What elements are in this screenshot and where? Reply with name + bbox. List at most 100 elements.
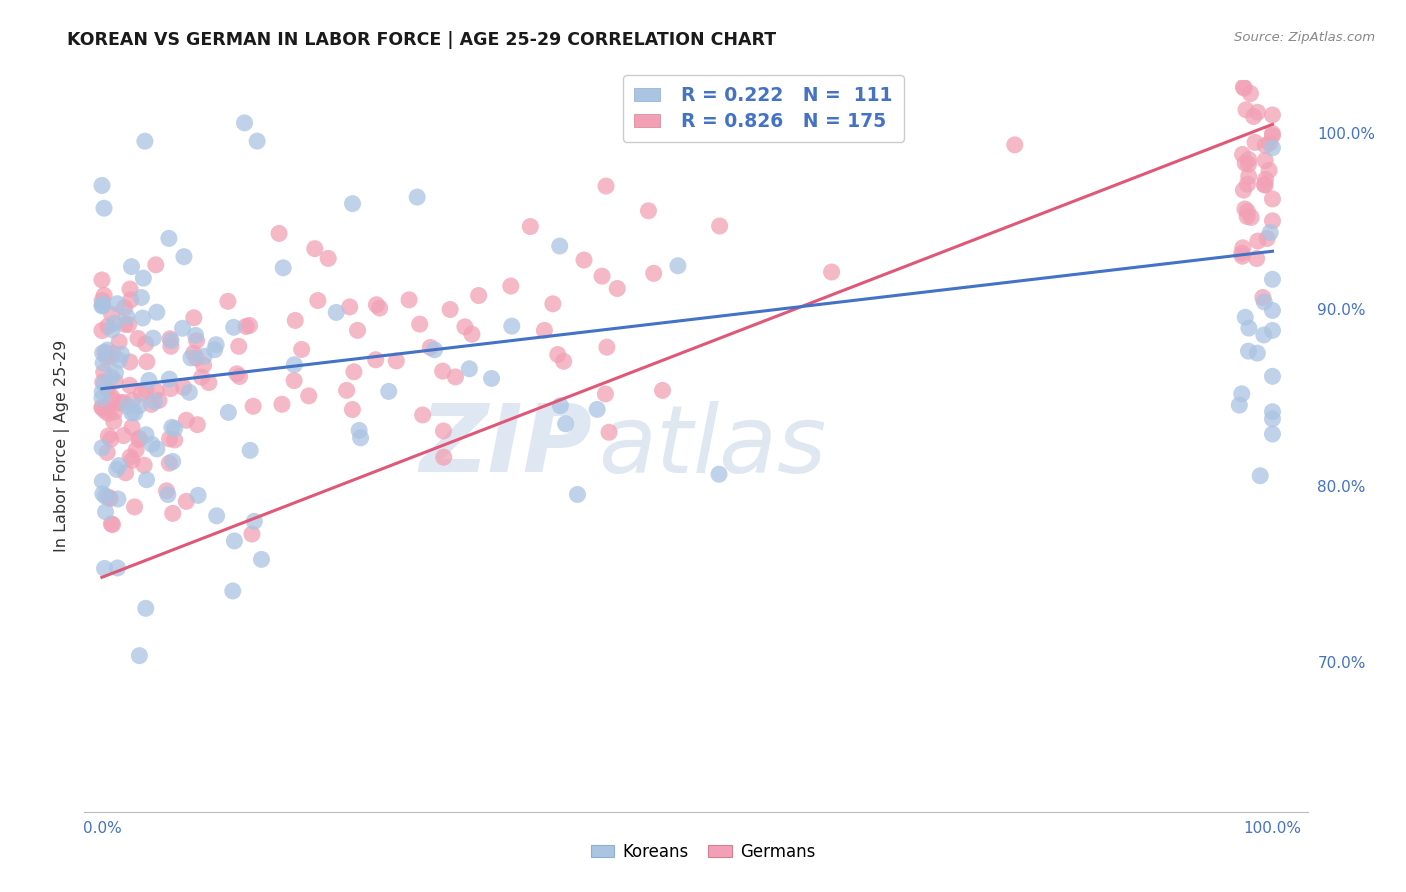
Point xyxy=(91,474,114,488)
Point xyxy=(541,297,564,311)
Point xyxy=(146,305,169,319)
Point xyxy=(709,219,731,233)
Point xyxy=(159,332,181,346)
Point xyxy=(190,370,212,384)
Point xyxy=(444,370,467,384)
Point xyxy=(105,462,128,476)
Point xyxy=(135,355,157,369)
Point xyxy=(217,294,239,309)
Point xyxy=(250,552,273,566)
Point xyxy=(1261,411,1284,425)
Point xyxy=(108,458,131,473)
Point xyxy=(91,299,114,313)
Point xyxy=(163,433,186,447)
Point xyxy=(121,260,143,274)
Point xyxy=(1261,128,1284,143)
Point xyxy=(1254,153,1277,168)
Point xyxy=(135,383,157,397)
Point xyxy=(1236,210,1258,224)
Point xyxy=(142,331,165,345)
Point xyxy=(121,393,143,408)
Point xyxy=(94,505,117,519)
Point xyxy=(91,356,114,370)
Point xyxy=(91,293,114,308)
Point xyxy=(198,376,221,390)
Point xyxy=(1234,310,1257,325)
Point xyxy=(101,392,124,407)
Point xyxy=(1227,398,1250,412)
Point xyxy=(162,507,184,521)
Point xyxy=(93,288,115,302)
Point xyxy=(179,385,201,400)
Point xyxy=(103,317,125,331)
Point xyxy=(172,321,194,335)
Text: KOREAN VS GERMAN IN LABOR FORCE | AGE 25-29 CORRELATION CHART: KOREAN VS GERMAN IN LABOR FORCE | AGE 25… xyxy=(67,31,776,49)
Point xyxy=(586,402,609,417)
Point xyxy=(550,399,572,413)
Point xyxy=(125,442,148,457)
Point xyxy=(134,458,156,473)
Point xyxy=(91,178,114,193)
Point xyxy=(90,273,112,287)
Point xyxy=(1234,103,1257,117)
Point xyxy=(117,318,139,332)
Point xyxy=(377,384,399,399)
Point xyxy=(108,353,131,368)
Point xyxy=(1261,192,1284,206)
Point xyxy=(595,387,617,401)
Point xyxy=(547,347,569,361)
Point xyxy=(222,320,245,334)
Point xyxy=(134,134,156,148)
Point xyxy=(1243,110,1265,124)
Point xyxy=(104,374,127,388)
Point xyxy=(1261,369,1284,384)
Point xyxy=(141,397,163,411)
Point xyxy=(554,417,576,431)
Point xyxy=(91,401,114,415)
Point xyxy=(1230,246,1253,260)
Point xyxy=(128,433,150,447)
Point xyxy=(553,354,575,368)
Point xyxy=(91,297,114,311)
Point xyxy=(1261,427,1284,442)
Point xyxy=(135,473,157,487)
Point xyxy=(97,406,120,420)
Point xyxy=(1261,214,1284,228)
Point xyxy=(1249,468,1271,483)
Point xyxy=(108,334,131,349)
Legend: Koreans, Germans: Koreans, Germans xyxy=(583,837,823,868)
Point xyxy=(339,300,361,314)
Point xyxy=(205,508,228,523)
Point xyxy=(325,305,347,319)
Point xyxy=(271,397,294,411)
Point xyxy=(108,396,131,410)
Point xyxy=(101,323,124,337)
Point xyxy=(160,339,183,353)
Point xyxy=(148,393,170,408)
Point xyxy=(91,324,114,338)
Point xyxy=(567,487,589,501)
Point xyxy=(183,310,205,325)
Point xyxy=(433,450,456,465)
Point xyxy=(1261,108,1284,122)
Point xyxy=(132,271,155,285)
Point xyxy=(342,402,364,417)
Point xyxy=(162,454,184,468)
Point xyxy=(110,347,132,361)
Point xyxy=(1261,141,1284,155)
Point xyxy=(228,339,250,353)
Point xyxy=(1232,249,1254,263)
Y-axis label: In Labor Force | Age 25-29: In Labor Force | Age 25-29 xyxy=(55,340,70,552)
Point xyxy=(454,319,477,334)
Point xyxy=(91,441,114,455)
Point xyxy=(159,382,181,396)
Point xyxy=(114,301,136,315)
Point xyxy=(124,406,146,420)
Point xyxy=(336,384,359,398)
Point xyxy=(499,279,522,293)
Point xyxy=(128,399,150,413)
Point xyxy=(115,310,138,324)
Point xyxy=(346,323,368,337)
Point xyxy=(104,366,127,380)
Point xyxy=(1232,241,1254,255)
